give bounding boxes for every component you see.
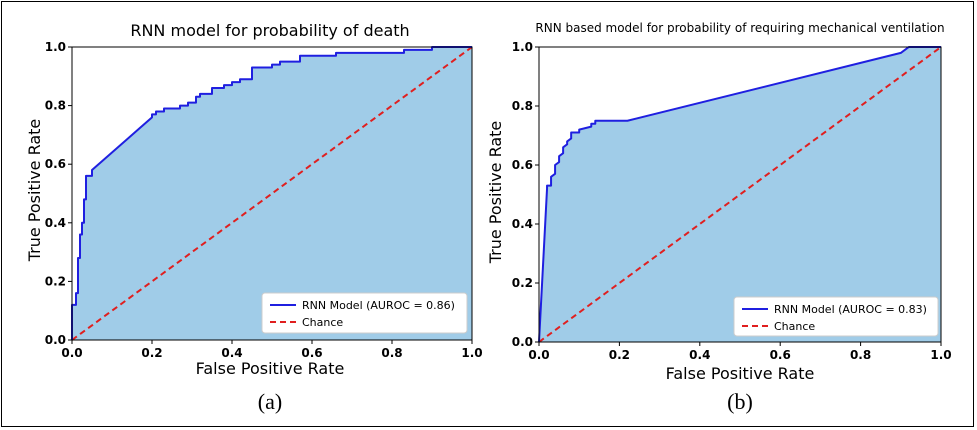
chart-a-xtick-label: 1.0: [461, 346, 482, 360]
chart-b-xtick-label: 0.6: [770, 348, 791, 362]
chart-b-xtick-label: 0.2: [609, 348, 630, 362]
chart-a-xlabel: False Positive Rate: [196, 359, 345, 378]
chart-a-legend-box: [261, 292, 468, 334]
chart-a-plot-area: 0.0 0.2 0.4 0.6 0.8 1.0 0.0 0.2 0.4 0.6 0.8 1.0 RNN …: [45, 40, 483, 360]
chart-a-ytick-label: 0.0: [45, 333, 66, 347]
chart-a-xtick-label: 0.6: [301, 346, 322, 360]
chart-a-axes-frame: [71, 46, 473, 341]
chart-b-ytick-label: 0.8: [512, 99, 533, 113]
chart-b-plot-area: 0.0 0.2 0.4 0.6 0.8 1.0 0.0 0.2 0.4 0.6 0.8 1.0 RNN …: [512, 40, 952, 362]
chart-b-xtick-label: 1.0: [930, 348, 951, 362]
chart-b-ytick-label: 0.6: [512, 158, 533, 172]
chart-b-caption: (b): [727, 389, 753, 414]
chart-b-xtick-label: 0.4: [689, 348, 710, 362]
chart-a-xtick-label: 0.2: [141, 346, 162, 360]
chart-a-xtick-label: 0.0: [61, 346, 82, 360]
chart-a-roc-line: [71, 46, 472, 340]
chart-b-legend-chance-label: Chance: [774, 320, 815, 333]
chart-b-ytick-label: 0.0: [512, 335, 533, 349]
chart-b-roc-line: [538, 46, 941, 343]
chart-a-title: RNN model for probability of death: [130, 21, 409, 40]
chart-a-ytick-label: 0.4: [45, 216, 66, 230]
chart-a-ytick-label: 0.8: [45, 99, 66, 113]
chart-b-legend-box: [733, 296, 939, 337]
chart-b-legend-roc-label: RNN Model (AUROC = 0.83): [774, 303, 927, 316]
chart-a-chance-line: [71, 46, 473, 341]
chart-a: RNN model for probability of death 0.0 0.…: [25, 21, 483, 414]
chart-a-ytick-label: 0.6: [45, 157, 66, 171]
chart-b: RNN based model for probability of requi…: [486, 21, 952, 414]
chart-b-ytick-label: 1.0: [512, 40, 533, 54]
chart-a-caption: (a): [258, 389, 282, 414]
chart-a-ytick-label: 1.0: [45, 40, 66, 54]
chart-b-ytick-label: 0.4: [512, 217, 533, 231]
chart-b-xtick-label: 0.8: [850, 348, 871, 362]
chart-b-chance-line: [538, 46, 942, 343]
chart-b-xlabel: False Positive Rate: [666, 364, 815, 383]
chart-a-legend-roc-label: RNN Model (AUROC = 0.86): [302, 299, 455, 312]
chart-b-xtick-label: 0.0: [528, 348, 549, 362]
chart-b-title: RNN based model for probability of requi…: [535, 21, 944, 35]
chart-b-ytick-label: 0.2: [512, 276, 533, 290]
chart-b-ylabel: True Positive Rate: [486, 121, 505, 265]
chart-b-axes-frame: [538, 46, 942, 343]
chart-a-legend-chance-label: Chance: [302, 316, 343, 329]
chart-a-xtick-label: 0.8: [381, 346, 402, 360]
chart-a-ylabel: True Positive Rate: [25, 119, 44, 263]
chart-a-ytick-label: 0.2: [45, 274, 66, 288]
chart-a-xtick-label: 0.4: [221, 346, 242, 360]
